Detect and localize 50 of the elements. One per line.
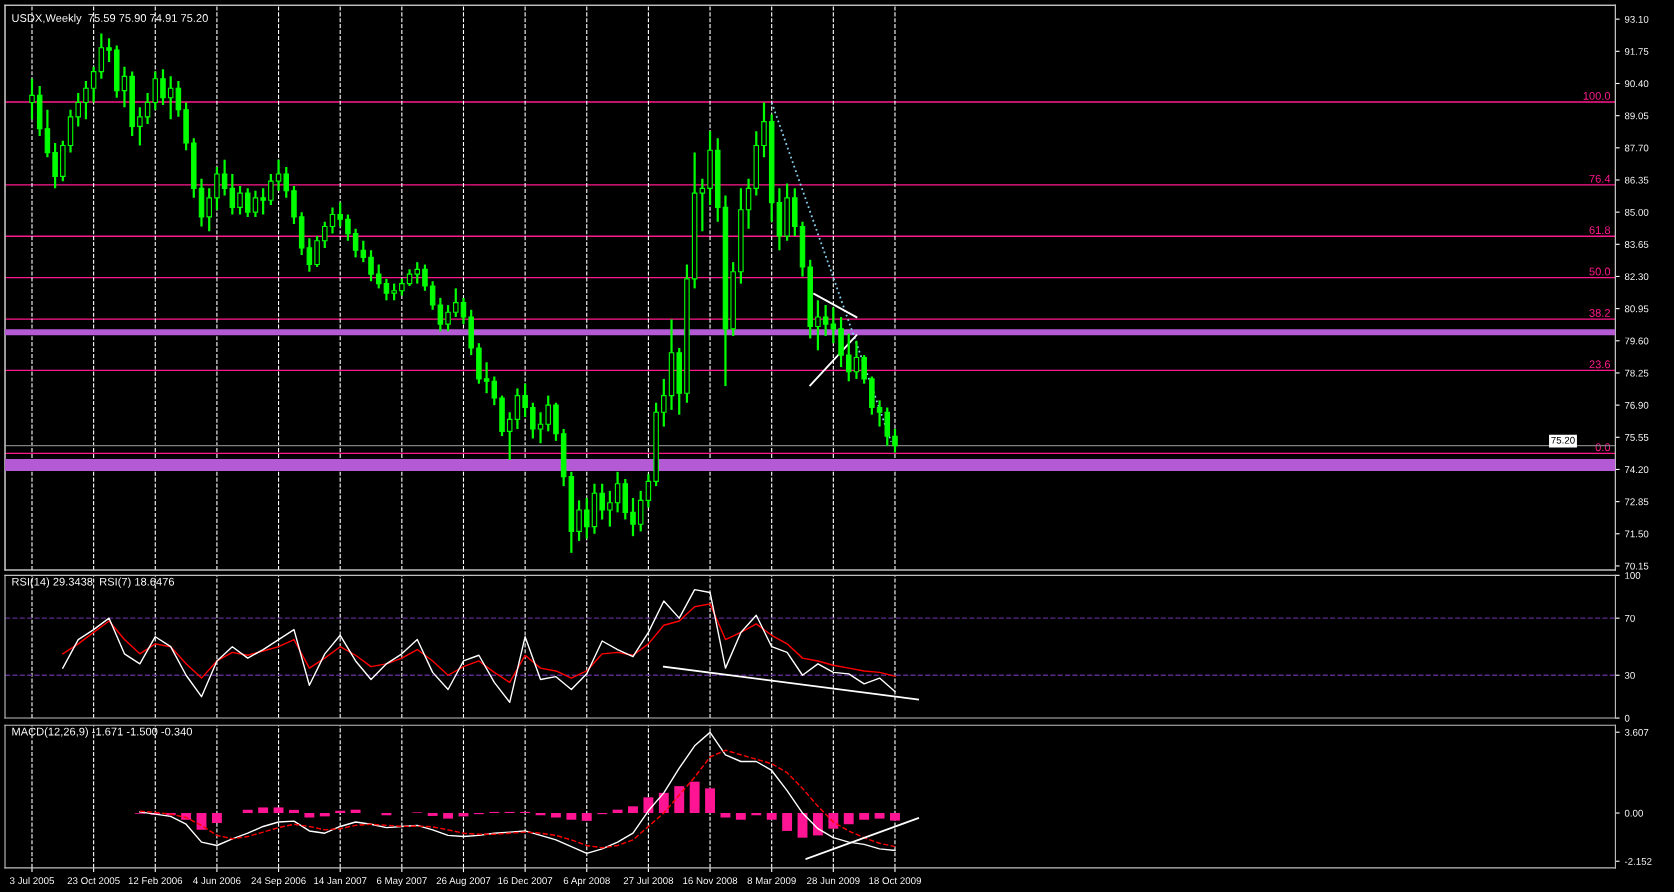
x-tick-label: 8 Mar 2009 xyxy=(747,877,796,885)
x-tick-label: 27 Jul 2008 xyxy=(623,876,674,885)
y-tick-label: 0.00 xyxy=(1624,809,1643,817)
x-tick-label: 18 Oct 2009 xyxy=(869,877,921,885)
y-tick-label: 85.00 xyxy=(1624,208,1649,216)
x-tick-label: 24 Sep 2006 xyxy=(251,877,306,887)
y-tick-label: 75.55 xyxy=(1624,434,1649,441)
y-tick-label: 70 xyxy=(1624,614,1635,622)
x-tick-label: 16 Nov 2008 xyxy=(683,877,738,885)
x-tick-label: 14 Jan 2007 xyxy=(314,877,367,885)
y-tick-label: 89.05 xyxy=(1624,112,1649,120)
y-tick-label: 70.15 xyxy=(1624,562,1649,570)
chart-title: RSI(14) 29.3438 RSI(7) 18.6476 xyxy=(12,577,175,588)
y-tick-label: 83.65 xyxy=(1624,241,1649,248)
y-tick-label: 100 xyxy=(1625,572,1641,579)
x-tick-label: 16 Dec 2007 xyxy=(498,877,553,885)
x-tick-label: 28 Jun 2009 xyxy=(807,877,860,885)
y-tick-label: 90.40 xyxy=(1624,80,1649,88)
ref-line-label: 50.0 xyxy=(1589,267,1611,276)
y-tick-label: 91.75 xyxy=(1624,48,1649,55)
y-tick-label: 78.25 xyxy=(1624,369,1649,377)
y-tick-label: 93.10 xyxy=(1624,15,1649,23)
y-tick-label: 79.60 xyxy=(1624,337,1649,345)
y-tick-label: 30 xyxy=(1624,671,1635,679)
ref-line-label: 38.2 xyxy=(1589,309,1611,317)
x-tick-label: 4 Jun 2006 xyxy=(193,877,241,885)
x-tick-label: 23 Oct 2005 xyxy=(67,877,120,885)
y-tick-label: 71.50 xyxy=(1624,530,1649,538)
y-tick-label: 72.85 xyxy=(1624,498,1649,506)
ref-line-label: 61.8 xyxy=(1589,226,1611,234)
y-tick-label: 87.70 xyxy=(1624,144,1649,152)
y-tick-label: 3.607 xyxy=(1624,728,1649,736)
x-tick-label: 3 Jul 2005 xyxy=(9,876,55,885)
ref-line-label: 76.4 xyxy=(1589,174,1611,183)
y-tick-label: -2.152 xyxy=(1624,857,1652,865)
y-tick-label: 74.20 xyxy=(1624,466,1649,474)
chart-title: MACD(12,26,9) -1.671 -1.500 -0.340 xyxy=(12,727,192,738)
y-tick-label: 82.30 xyxy=(1624,273,1649,281)
y-tick-label: 80.95 xyxy=(1624,305,1649,313)
x-tick-label: 6 May 2007 xyxy=(376,877,427,887)
y-tick-label: 76.90 xyxy=(1624,401,1649,409)
x-tick-label: 6 Apr 2008 xyxy=(563,877,610,887)
x-tick-label: 12 Feb 2006 xyxy=(128,876,183,885)
y-tick-label: 0 xyxy=(1624,714,1630,722)
text: USDX,Weekly 75.59 75.90 74.91 75.20 xyxy=(12,13,208,25)
y-tick-label: 86.35 xyxy=(1624,176,1649,184)
ref-line-label: 100.0 xyxy=(1583,91,1611,100)
x-tick-label: 26 Aug 2007 xyxy=(436,877,491,887)
ref-line-label: 75.20 xyxy=(1551,436,1575,444)
ref-line-label: 23.6 xyxy=(1589,360,1611,369)
